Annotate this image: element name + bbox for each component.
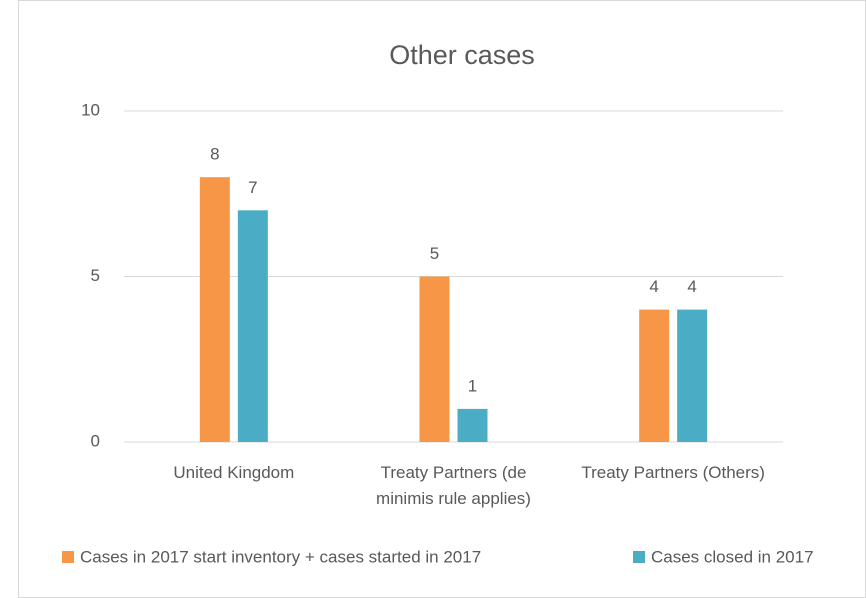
data-label: 7 [248, 178, 257, 197]
legend-swatch [633, 551, 645, 563]
bar [419, 276, 450, 442]
data-label: 8 [210, 145, 219, 164]
bar [457, 408, 488, 442]
x-tick-label: Treaty Partners (de minimis rule applies… [376, 463, 531, 508]
data-label: 4 [687, 277, 696, 296]
legend-swatch [62, 551, 74, 563]
bar [199, 177, 230, 442]
bar [639, 309, 670, 442]
data-label: 5 [430, 244, 439, 263]
y-tick-label: 10 [81, 100, 100, 119]
legend-label: Cases in 2017 start inventory + cases st… [80, 547, 481, 566]
bar [677, 309, 708, 442]
legend-label: Cases closed in 2017 [651, 547, 814, 566]
chart-title: Other cases [389, 40, 535, 70]
x-tick-label: Treaty Partners (Others) [581, 463, 765, 482]
y-tick-label: 5 [91, 266, 100, 285]
data-label: 4 [649, 277, 658, 296]
x-tick-label: United Kingdom [173, 463, 295, 482]
data-label: 1 [468, 376, 477, 395]
y-tick-label: 0 [91, 431, 100, 450]
bar [237, 210, 268, 442]
